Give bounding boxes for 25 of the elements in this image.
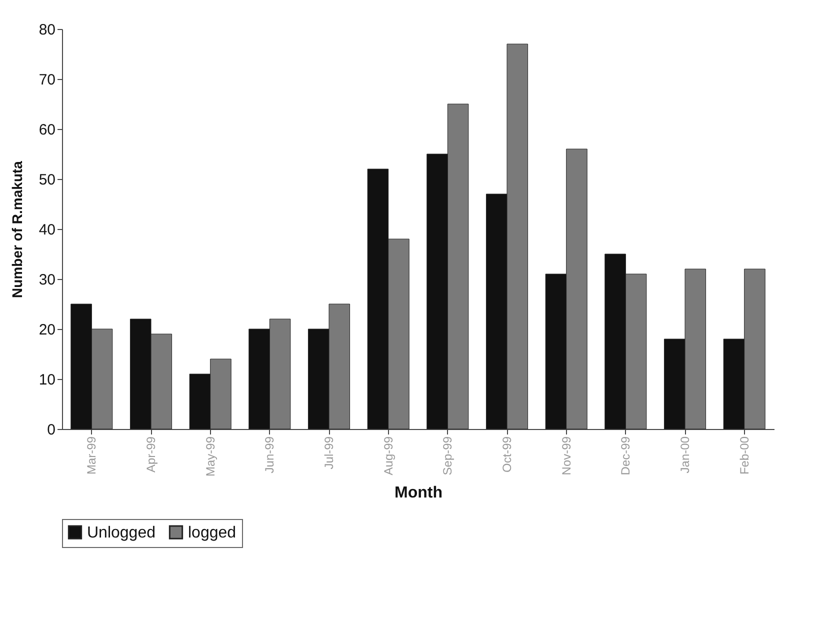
x-tick-label: Mar-99 — [84, 436, 99, 475]
y-tick-label: 80 — [38, 22, 56, 38]
x-tick-label: May-99 — [203, 436, 218, 477]
x-tick-label: Oct-99 — [500, 436, 514, 473]
y-tick-label: 70 — [38, 72, 56, 88]
legend-label: logged — [188, 524, 236, 542]
x-tick-label: Dec-99 — [618, 436, 633, 476]
y-tick-label: 40 — [38, 222, 56, 238]
y-tick-label: 0 — [47, 422, 56, 438]
y-tick-label: 10 — [38, 372, 56, 388]
y-tick-label: 60 — [38, 122, 56, 138]
y-tick-label: 20 — [38, 322, 56, 338]
x-tick-label: Aug-99 — [381, 436, 396, 476]
y-tick-label: 30 — [38, 272, 56, 288]
x-tick-label: Nov-99 — [559, 436, 574, 476]
x-tick-label: Jul-99 — [322, 436, 336, 470]
y-axis-title: Number of R.makuta — [8, 160, 25, 298]
x-axis-title: Month — [394, 484, 442, 502]
x-tick-label: Sep-99 — [440, 436, 455, 476]
x-tick-label: Jun-99 — [262, 436, 277, 474]
y-tick-label: 50 — [38, 172, 56, 188]
legend-label: Unlogged — [87, 524, 156, 542]
x-tick-label: Apr-99 — [144, 436, 158, 473]
x-tick-label: Jan-00 — [678, 436, 692, 474]
x-tick-label: Feb-00 — [737, 436, 752, 475]
